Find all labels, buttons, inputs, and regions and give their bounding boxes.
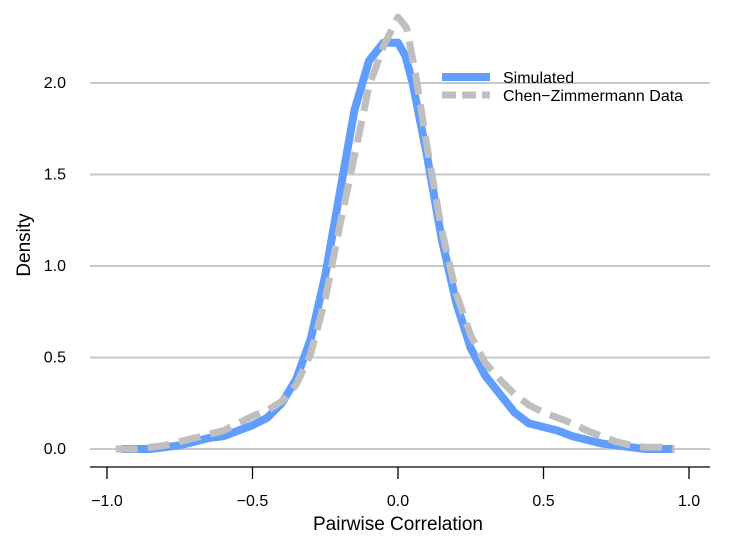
x-tick-label: −0.5 [237, 493, 269, 510]
gridlines [90, 82, 710, 450]
series-line-simulated [121, 38, 675, 453]
x-tick-label: 0.0 [387, 493, 409, 510]
legend-label-chen-zimmermann: Chen−Zimmermann Data [503, 88, 683, 105]
y-axis-label: Density [14, 213, 35, 277]
series-lines [115, 13, 675, 453]
y-tick-label: 0.5 [44, 350, 66, 367]
y-tick-label: 1.5 [44, 167, 66, 184]
series-line-chen-zimmermann [115, 13, 675, 453]
y-axis: 0.0 0.5 1.0 1.5 2.0 [44, 75, 66, 458]
x-tick-label: −1.0 [91, 493, 123, 510]
x-tick-label: 1.0 [678, 493, 700, 510]
x-axis: −1.0 −0.5 0.0 0.5 1.0 [90, 466, 710, 510]
legend-label-simulated: Simulated [503, 70, 574, 87]
y-tick-label: 2.0 [44, 75, 66, 92]
y-tick-label: 0.0 [44, 441, 66, 458]
y-tick-label: 1.0 [44, 258, 66, 275]
x-tick-label: 0.5 [532, 493, 554, 510]
x-axis-label: Pairwise Correlation [313, 514, 483, 535]
